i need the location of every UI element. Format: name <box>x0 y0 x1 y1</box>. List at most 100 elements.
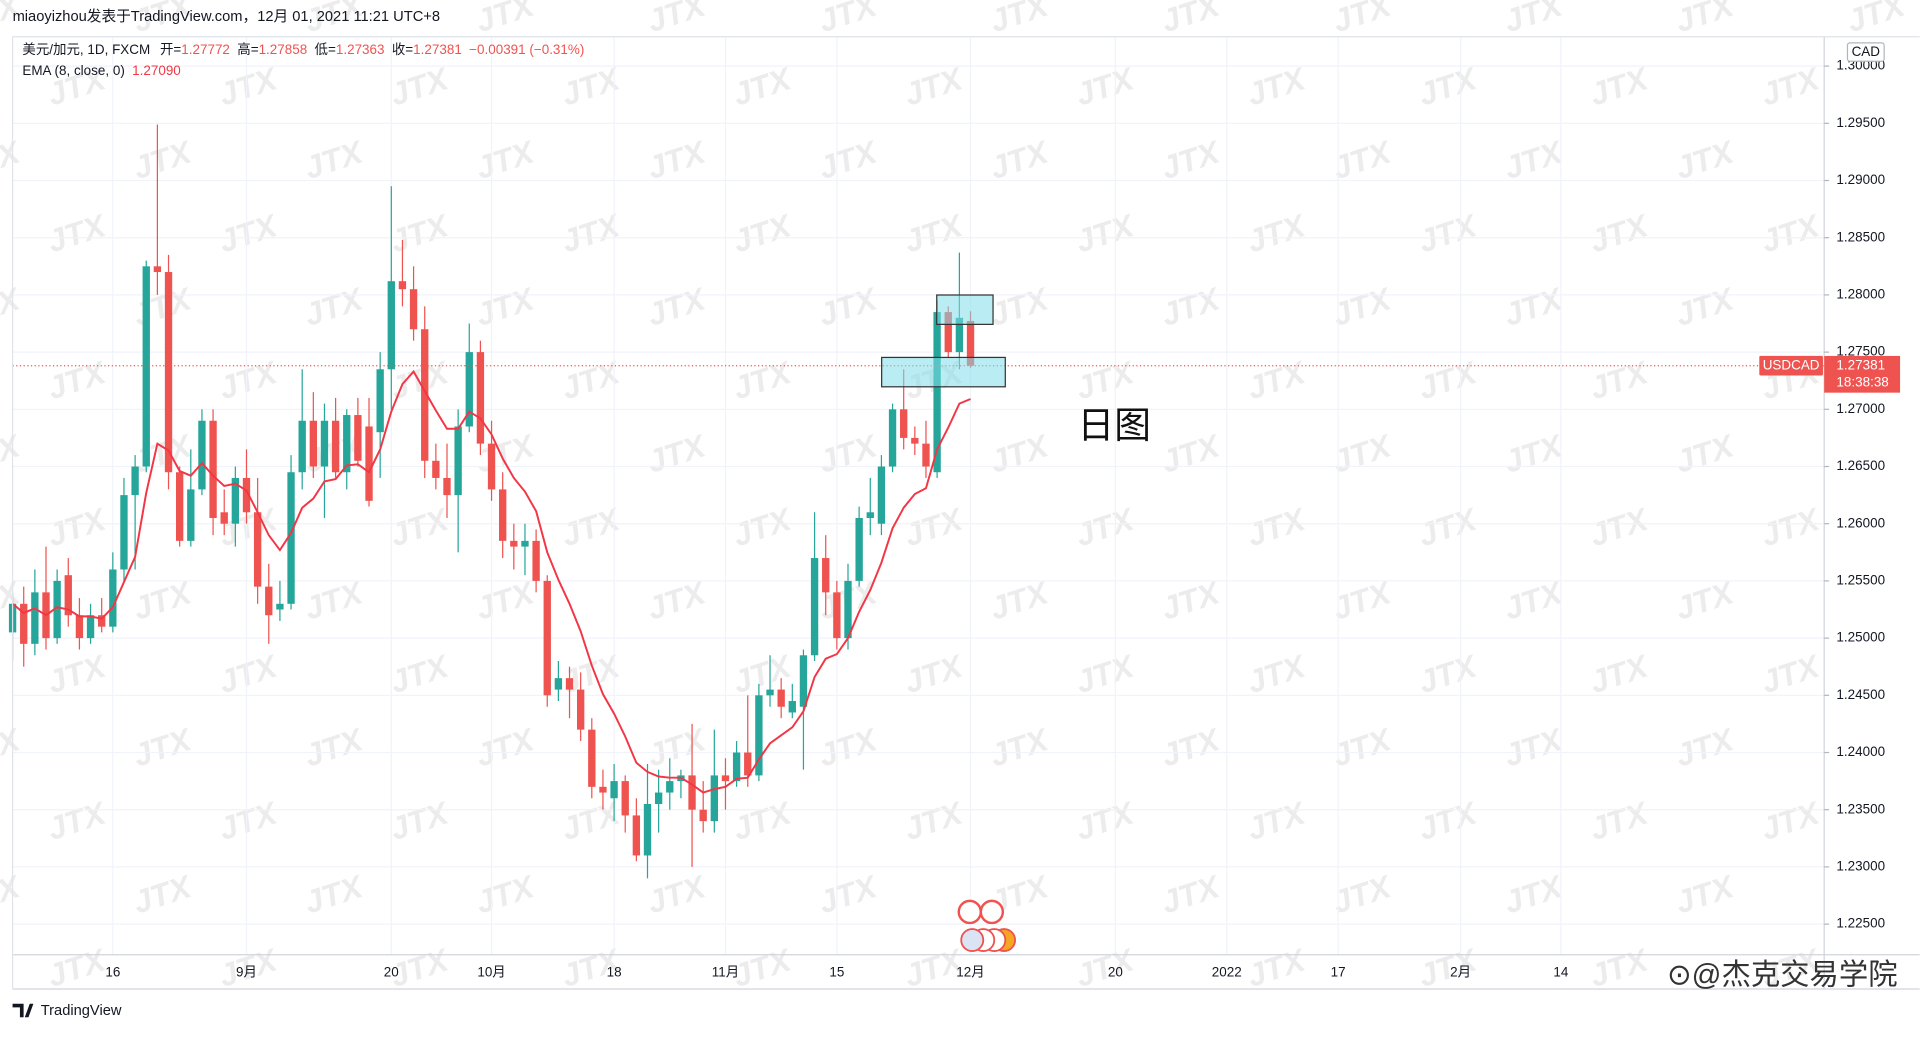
candle-body <box>900 409 908 438</box>
plot <box>8 124 1825 879</box>
candle-body <box>86 615 95 639</box>
candle-body <box>922 443 930 467</box>
candle-body <box>175 472 184 541</box>
candle-body <box>331 420 340 473</box>
x-tick-label: 12月 <box>956 965 984 980</box>
candle-body <box>64 575 72 616</box>
y-tick-label: 1.24500 <box>1836 687 1885 702</box>
x-tick-label: 20 <box>384 965 399 980</box>
candle-body <box>532 540 540 581</box>
candle-body <box>253 512 262 587</box>
y-tick-label: 1.28000 <box>1836 286 1885 301</box>
ticker: USDCAD <box>1763 357 1820 372</box>
candle-body <box>109 569 117 627</box>
candle-body <box>599 786 607 793</box>
high-value: 1.27858 <box>259 42 308 57</box>
y-tick-label: 1.26000 <box>1836 515 1885 530</box>
candle-body <box>855 517 863 581</box>
currency-box <box>1846 42 1885 62</box>
candle-body <box>131 466 139 496</box>
candle-body <box>220 512 228 524</box>
candle-body <box>721 775 730 782</box>
candle-body <box>610 781 618 799</box>
x-tick-label: 9月 <box>236 965 257 980</box>
zone-box <box>881 356 1006 388</box>
legend-ohlc: 美元/加元, 1D, FXCM 开=1.27772 高=1.27858 低=1.273… <box>22 41 584 57</box>
y-tick-label: 1.28500 <box>1836 229 1885 244</box>
candle-body <box>276 603 284 610</box>
x-tick-label: 16 <box>105 965 120 980</box>
y-tick-label: 1.25500 <box>1836 572 1885 587</box>
candle-body <box>153 266 162 273</box>
candle-body <box>354 415 362 461</box>
candle-body <box>688 775 696 810</box>
candle-body <box>454 426 462 496</box>
tv-logo: TradingView <box>12 1003 122 1019</box>
candle-body <box>510 540 518 547</box>
candle-body <box>198 420 206 490</box>
event-icon <box>979 899 1005 925</box>
x-tick-label: 11月 <box>712 965 739 980</box>
candle-body <box>654 792 663 804</box>
candle-body <box>487 443 496 490</box>
candle-body <box>231 477 240 524</box>
candle-body <box>833 592 841 639</box>
candle-body <box>699 809 707 822</box>
candle-body <box>955 317 964 353</box>
zone-box <box>936 294 994 325</box>
candle-body <box>666 781 674 793</box>
candle-body <box>565 678 574 690</box>
candle-body <box>120 495 128 570</box>
candle-body <box>766 689 774 696</box>
candle-body <box>309 420 318 467</box>
annotation: 日图 <box>1078 405 1151 446</box>
candle-body <box>777 689 785 707</box>
candle-body <box>844 580 852 639</box>
candle-body <box>443 477 451 496</box>
drawings: 日图 <box>881 294 1151 953</box>
candle-body <box>53 580 61 639</box>
source-watermark: ⊙@杰克交易学院 <box>1667 959 1898 992</box>
x-tick-label: 10月 <box>477 965 505 980</box>
candle-body <box>866 512 874 518</box>
candle-body <box>788 701 796 713</box>
x-tick-label: 20 <box>1108 965 1123 980</box>
candle-body <box>554 678 563 690</box>
candle-body <box>476 352 485 444</box>
candle-body <box>31 592 39 644</box>
event-icons <box>957 899 1017 953</box>
candle-body <box>398 281 407 290</box>
candle-body <box>621 781 629 816</box>
candle-body <box>877 466 886 524</box>
low-value: 1.27363 <box>336 42 385 57</box>
candle-body <box>242 477 251 513</box>
candle-body <box>409 289 418 330</box>
y-tick-label: 1.29000 <box>1836 172 1885 187</box>
event-icon <box>960 928 985 953</box>
price-label-box <box>1824 355 1901 393</box>
candle-body <box>822 558 830 593</box>
candle-body <box>265 586 273 616</box>
candle-body <box>732 752 741 782</box>
candle-body <box>944 312 952 353</box>
candle-body <box>365 426 373 501</box>
candle-body <box>465 352 473 427</box>
candle-body <box>75 615 84 639</box>
candle-body <box>810 558 819 656</box>
close-value: 1.27381 <box>413 42 462 57</box>
candle-body <box>744 752 752 776</box>
y-tick-label: 1.23500 <box>1836 801 1885 816</box>
countdown: 18:38:38 <box>1836 374 1888 389</box>
candle-body <box>387 281 395 370</box>
candle-body <box>287 472 295 604</box>
candle-body <box>142 266 150 467</box>
y-tick-label: 1.29500 <box>1836 115 1885 130</box>
x-tick-label: 2022 <box>1212 965 1242 980</box>
x-tick-label: 2月 <box>1450 965 1471 980</box>
candle-body <box>576 689 585 730</box>
header: miaoyizhou发表于TradingView.com，12月 01, 202… <box>13 8 440 25</box>
y-tick-label: 1.25000 <box>1836 630 1885 645</box>
candle-body <box>588 729 596 787</box>
